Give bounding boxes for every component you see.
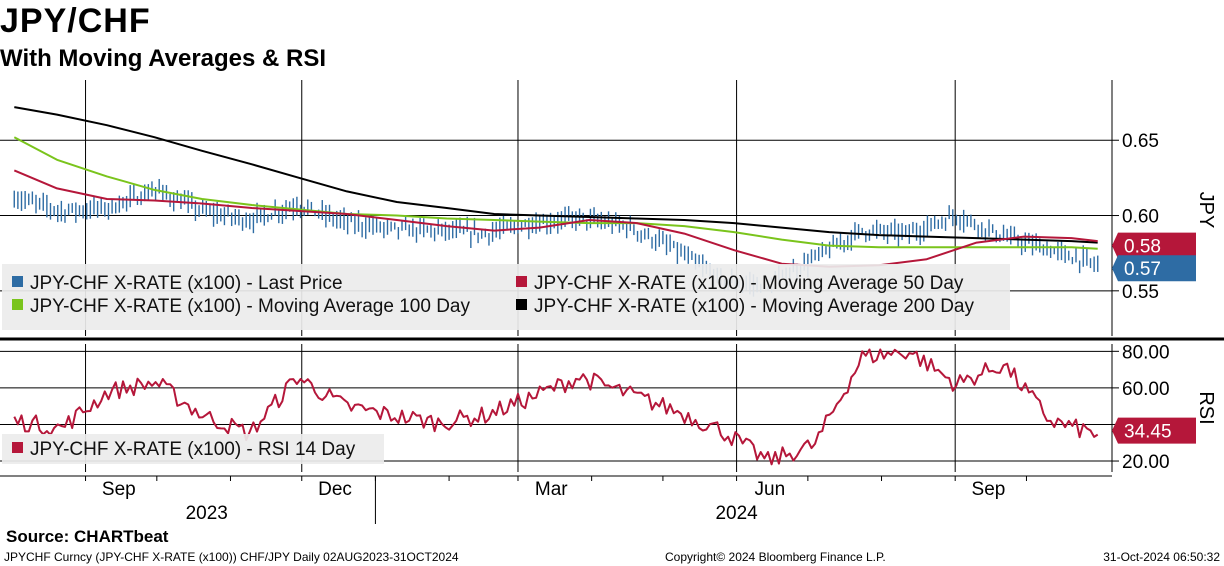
legend-last-price-text: JPY-CHF X-RATE (x100) - Last Price xyxy=(30,273,343,294)
price-legend-bg xyxy=(2,264,1010,330)
rsi-axis-title: RSI xyxy=(1195,391,1217,424)
chart-subtitle: With Moving Averages & RSI xyxy=(0,45,327,72)
ma200-line xyxy=(14,106,1098,244)
legend-rsi-text: JPY-CHF X-RATE (x100) - RSI 14 Day xyxy=(30,439,356,460)
rsi-tick-label: 80.00 xyxy=(1122,342,1170,363)
x-month-label: Sep xyxy=(972,479,1006,500)
ma100-line xyxy=(13,136,1098,250)
ma50-line xyxy=(13,169,1098,268)
legend-ma100-swatch xyxy=(12,299,23,310)
tag-rsi: 34.45 xyxy=(1112,417,1196,444)
tag-ma50-label: 0.58 xyxy=(1124,237,1161,258)
tag-last-price-bg xyxy=(1112,255,1196,282)
x-year-label: 2024 xyxy=(715,503,758,524)
footer-copyright: Copyright© 2024 Bloomberg Finance L.P. xyxy=(665,550,886,564)
x-month-label: Mar xyxy=(535,479,568,500)
tag-last-price-label: 0.57 xyxy=(1124,259,1161,280)
x-year-label: 2023 xyxy=(186,503,228,524)
footer-left: JPYCHF Curncy (JPY-CHF X-RATE (x100)) CH… xyxy=(4,550,459,564)
legend-ma200-swatch xyxy=(516,299,527,310)
chart-title: JPY/CHF xyxy=(0,2,151,40)
price-tick-label: 0.55 xyxy=(1122,282,1159,303)
tag-rsi-label: 34.45 xyxy=(1124,422,1172,443)
legend-ma50-text: JPY-CHF X-RATE (x100) - Moving Average 5… xyxy=(534,273,964,294)
price-tick-label: 0.65 xyxy=(1122,131,1159,152)
rsi-tick-label: 60.00 xyxy=(1122,379,1170,400)
tag-ma50-bg xyxy=(1112,232,1196,259)
price-panel: 0.65 0.60 0.55 JPY 0.580.57 JPY-CHF X-RATE (x… xyxy=(0,80,1224,341)
legend-ma50-swatch xyxy=(516,276,527,287)
tag-rsi-bg xyxy=(1112,417,1196,444)
x-month-label: Dec xyxy=(318,479,352,500)
legend-ma100-text: JPY-CHF X-RATE (x100) - Moving Average 1… xyxy=(30,296,470,317)
tag-last-price: 0.57 xyxy=(1112,255,1196,282)
rsi-legend-bg xyxy=(2,434,384,464)
tag-ma50: 0.58 xyxy=(1112,232,1196,259)
rsi-tick-label: 20.00 xyxy=(1122,452,1170,473)
legend-rsi-swatch xyxy=(12,442,23,453)
x-month-label: Sep xyxy=(102,479,136,500)
legend-last-price-swatch xyxy=(12,276,23,287)
price-axis-title: JPY xyxy=(1195,192,1217,229)
source-label: Source: CHARTbeat xyxy=(6,527,169,546)
price-tick-label: 0.60 xyxy=(1122,207,1159,228)
legend-ma200-text: JPY-CHF X-RATE (x100) - Moving Average 2… xyxy=(534,296,974,317)
x-axis: Sep Dec Mar Jun Sep 2023 2024 xyxy=(0,475,1112,524)
rsi-line xyxy=(13,348,1099,466)
footer-timestamp: 31-Oct-2024 06:50:32 xyxy=(1103,550,1220,564)
x-month-label: Jun xyxy=(755,479,786,500)
